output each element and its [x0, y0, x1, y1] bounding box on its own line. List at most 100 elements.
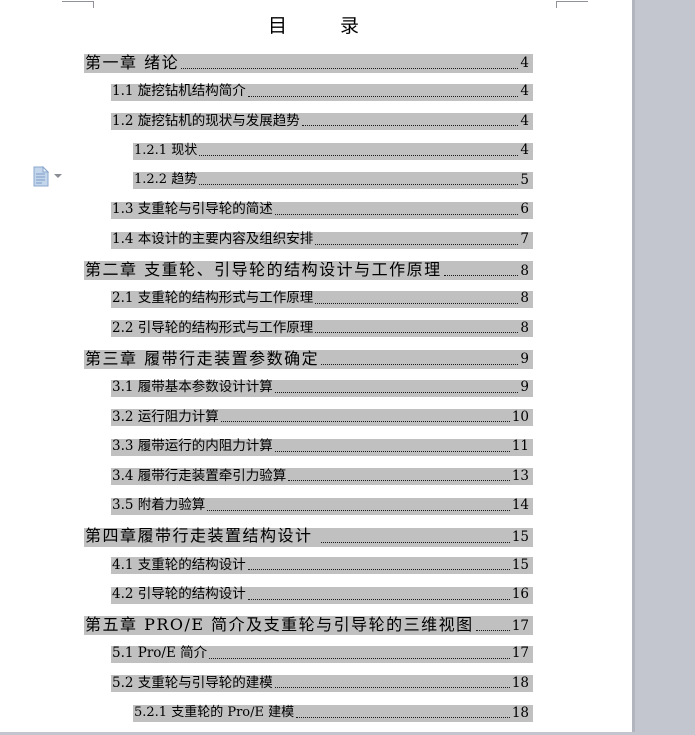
dot-leader	[443, 275, 519, 277]
toc-entry[interactable]: 1.2 旋挖钻机的现状与发展趋势 4	[111, 112, 533, 131]
toc-entry[interactable]: 1.1 旋挖钻机结构简介 4	[111, 84, 533, 101]
toc-entry-text: 4.1 支重轮的结构设计	[112, 556, 246, 573]
toc-entry-page: 8	[520, 262, 529, 279]
toc-entry-page: 8	[520, 290, 529, 307]
toc-entry[interactable]: 第五章 PRO/E 简介及支重轮与引导轮的三维视图 17	[84, 614, 533, 636]
toc-entry-text: 4.2 引导轮的结构设计	[112, 586, 246, 603]
text-boundary-mark-left	[62, 1, 94, 8]
dot-leader	[220, 421, 510, 423]
toc-entry-page: 14	[511, 497, 529, 514]
dot-leader	[288, 480, 510, 482]
toc-entry-text: 第一章 绪论	[85, 52, 180, 72]
dot-leader	[274, 213, 519, 215]
toc-entry-text: 第三章 履带行走装置参数确定	[85, 348, 320, 368]
toc-entry-page: 6	[520, 201, 529, 218]
toc-entry-page: 7	[520, 231, 529, 248]
toc-entry[interactable]: 第一章 绪论 4	[84, 52, 533, 73]
toc-entry-page: 8	[520, 319, 529, 336]
toc-row-slot: 4.1 支重轮的结构设计 15	[0, 557, 533, 587]
toc-entry[interactable]: 1.2.1 现状 4	[133, 143, 533, 160]
dot-leader	[199, 184, 519, 186]
toc-entry-text: 2.1 支重轮的结构形式与工作原理	[112, 290, 314, 307]
toc-entry-text: 第四章履带行走装置结构设计	[85, 526, 320, 546]
toc-entry-page: 18	[511, 704, 529, 721]
toc-entry-page: 17	[511, 645, 529, 662]
toc-entry-page: 13	[511, 467, 529, 484]
dot-leader	[181, 68, 519, 69]
dot-leader	[247, 95, 519, 97]
toc-entry-text: 第五章 PRO/E 简介及支重轮与引导轮的三维视图	[85, 614, 474, 634]
toc-entry[interactable]: 5.1 Pro/E 简介 17	[111, 646, 533, 663]
toc-entry-text: 5.2.1 支重轮的 Pro/E 建模	[134, 705, 295, 721]
toc-entry[interactable]: 2.1 支重轮的结构形式与工作原理 8	[111, 291, 533, 308]
dot-leader	[315, 332, 519, 334]
toc-entry-text: 3.1 履带基本参数设计计算	[112, 379, 273, 396]
toc-entry-page: 4	[520, 112, 529, 129]
dropdown-arrow-icon[interactable]	[54, 174, 62, 178]
toc-entry-text: 3.5 附着力验算	[112, 497, 206, 514]
dot-leader	[274, 391, 519, 393]
toc-entry-page: 4	[520, 55, 529, 72]
toc-entry-text: 5.1 Pro/E 简介	[112, 645, 208, 662]
toc-entry-text: 3.3 履带运行的内阻力计算	[112, 438, 273, 455]
toc-entry-page: 15	[511, 528, 529, 545]
toc-entry[interactable]: 3.1 履带基本参数设计计算 9	[111, 379, 533, 397]
toc-entry[interactable]: 1.2.2 趋势 5	[133, 171, 533, 190]
dot-leader	[301, 125, 519, 127]
toc-row-slot: 5.2 支重轮与引导轮的建模 18	[0, 675, 533, 705]
toc-entry-page: 4	[520, 83, 529, 100]
dot-leader	[274, 687, 510, 689]
dot-leader	[247, 598, 510, 600]
toc-entry-text: 1.2.2 趋势	[134, 172, 198, 188]
toc-entry-page: 9	[520, 351, 529, 368]
toc-row-slot: 第二章 支重轮、引导轮的结构设计与工作原理 8	[0, 259, 533, 291]
toc-entry-page: 18	[511, 674, 529, 691]
toc-entry[interactable]: 4.2 引导轮的结构设计 16	[111, 587, 533, 604]
toc-entry[interactable]: 5.2.1 支重轮的 Pro/E 建模 18	[133, 704, 533, 723]
toc-entry[interactable]: 第四章履带行走装置结构设计 15	[84, 526, 533, 547]
toc-entry-text: 3.2 运行阻力计算	[112, 408, 219, 425]
dot-leader	[315, 243, 519, 245]
toc-entry[interactable]: 3.4 履带行走装置牵引力验算 13	[111, 467, 533, 486]
toc-row-slot: 1.2.2 趋势 5	[0, 172, 533, 202]
toc-entry-page: 17	[511, 617, 529, 634]
dot-leader	[321, 541, 510, 543]
dot-leader	[475, 630, 510, 632]
toc-entry[interactable]: 第二章 支重轮、引导轮的结构设计与工作原理 8	[84, 259, 533, 281]
toc-entry[interactable]: 2.2 引导轮的结构形式与工作原理 8	[111, 319, 533, 338]
toc-row-slot: 4.2 引导轮的结构设计 16	[0, 587, 533, 617]
toc-entry-text: 1.2 旋挖钻机的现状与发展趋势	[112, 112, 300, 129]
toc-entry-text: 5.2 支重轮与引导轮的建模	[112, 674, 273, 691]
toc-entry-text: 2.2 引导轮的结构形式与工作原理	[112, 319, 314, 336]
dot-leader	[274, 450, 510, 452]
toc-entry-text: 1.2.1 现状	[134, 142, 198, 158]
toc-row-slot: 3.4 履带行走装置牵引力验算 13	[0, 468, 533, 498]
toc-entry-page: 9	[520, 379, 529, 396]
toc-row-slot: 第三章 履带行走装置参数确定 9	[0, 348, 533, 380]
toc-entry[interactable]: 1.3 支重轮与引导轮的简述 6	[111, 202, 533, 219]
toc-row-slot: 3.1 履带基本参数设计计算 9	[0, 379, 533, 410]
toc-entry[interactable]: 3.5 附着力验算 14	[111, 498, 533, 515]
toc-entry[interactable]: 4.1 支重轮的结构设计 15	[111, 556, 533, 575]
toc-entry-text: 1.1 旋挖钻机结构简介	[112, 83, 246, 100]
toc-row-slot: 1.2.1 现状 4	[0, 143, 533, 173]
dot-leader	[199, 154, 519, 156]
toc-row-slot: 3.5 附着力验算 14	[0, 498, 533, 528]
toc-row-slot: 1.4 本设计的主要内容及组织安排 7	[0, 232, 533, 262]
toc-entry[interactable]: 第三章 履带行走装置参数确定 9	[84, 348, 533, 369]
toc-row-slot: 3.3 履带运行的内阻力计算 11	[0, 439, 533, 469]
toc-row-slot: 2.1 支重轮的结构形式与工作原理 8	[0, 291, 533, 321]
smart-tag-button[interactable]	[33, 166, 63, 188]
toc-title: 目 录	[267, 15, 364, 37]
toc-entry-page: 4	[520, 142, 529, 159]
toc-entry-text: 第二章 支重轮、引导轮的结构设计与工作原理	[85, 259, 442, 279]
toc-entry[interactable]: 3.3 履带运行的内阻力计算 11	[111, 439, 533, 456]
toc-row-slot: 1.1 旋挖钻机结构简介 4	[0, 84, 533, 114]
toc-entry[interactable]: 1.4 本设计的主要内容及组织安排 7	[111, 232, 533, 249]
toc-row-slot: 1.3 支重轮与引导轮的简述 6	[0, 202, 533, 232]
toc-row-slot: 5.2.1 支重轮的 Pro/E 建模 18	[0, 705, 533, 735]
toc-entry[interactable]: 3.2 运行阻力计算 10	[111, 408, 533, 427]
toc-entry[interactable]: 5.2 支重轮与引导轮的建模 18	[111, 674, 533, 693]
toc-entry-page: 5	[520, 171, 529, 188]
toc-entry-text: 1.3 支重轮与引导轮的简述	[112, 201, 273, 218]
